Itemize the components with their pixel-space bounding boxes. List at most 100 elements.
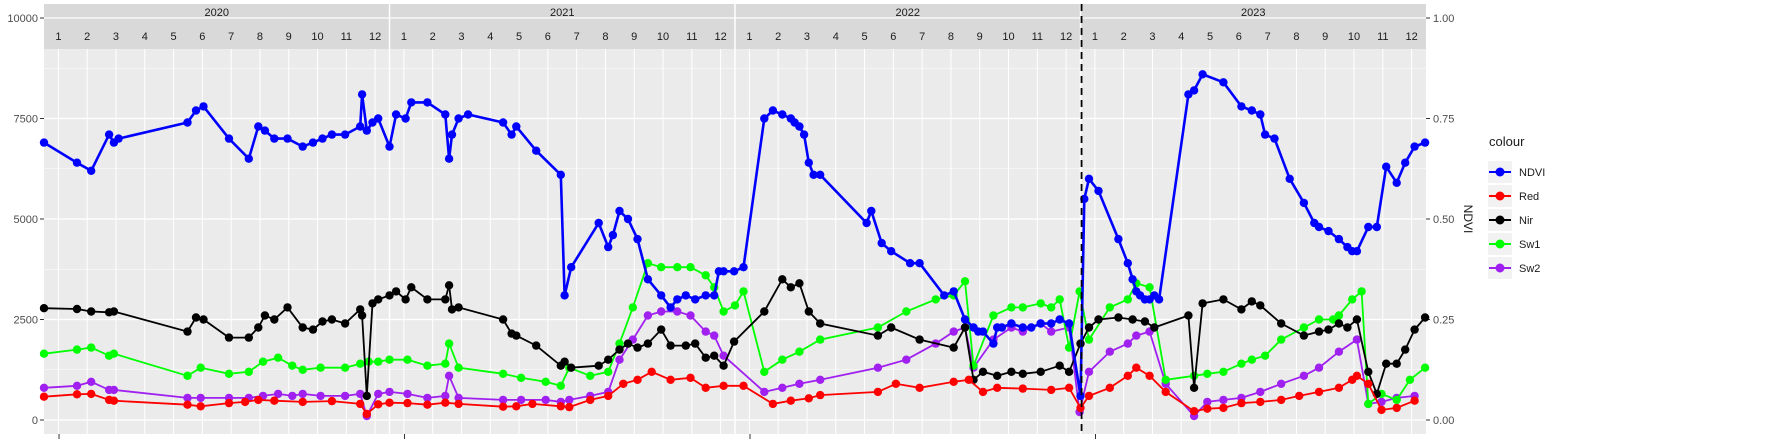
- data-point-nir: [657, 325, 666, 334]
- data-point-ndvi: [1047, 319, 1056, 328]
- data-point-sw2: [87, 377, 96, 386]
- data-point-red: [633, 375, 642, 384]
- data-point-sw1: [873, 323, 883, 332]
- data-point-ndvi: [681, 291, 690, 300]
- data-point-sw1: [374, 357, 383, 366]
- data-point-red: [72, 390, 82, 399]
- data-point-sw1: [778, 355, 787, 364]
- data-point-sw1: [902, 307, 911, 316]
- data-point-sw2: [795, 379, 804, 388]
- data-point-red: [686, 373, 695, 382]
- data-point-ndvi: [560, 291, 569, 300]
- legend-key-point: [1495, 263, 1505, 273]
- data-point-nir: [978, 367, 988, 376]
- data-point-nir: [391, 287, 401, 296]
- month-label: 9: [631, 31, 637, 43]
- data-point-nir: [633, 343, 642, 352]
- data-point-red: [1064, 383, 1074, 392]
- data-point-ndvi: [362, 126, 371, 135]
- data-point-red: [565, 402, 574, 412]
- data-point-red: [1145, 371, 1154, 380]
- data-point-sw1: [730, 301, 740, 310]
- legend-key-point: [1495, 167, 1505, 177]
- data-point-ndvi: [905, 259, 915, 268]
- series-nir: [39, 275, 1430, 401]
- data-point-nir: [1128, 315, 1137, 324]
- data-point-nir: [915, 335, 924, 344]
- data-point-ndvi: [1392, 178, 1401, 187]
- left-axis: 0 2500 5000 7500 10000: [7, 13, 44, 427]
- data-point-ndvi: [1076, 391, 1085, 401]
- data-point-red: [512, 402, 521, 411]
- data-point-nir: [1334, 319, 1344, 328]
- data-point-sw1: [1203, 369, 1212, 378]
- data-point-red: [1047, 385, 1056, 395]
- data-point-ndvi: [357, 90, 367, 99]
- data-point-sw1: [739, 287, 748, 296]
- data-point-ndvi: [87, 166, 96, 175]
- data-point-ndvi: [191, 106, 201, 115]
- data-point-nir: [949, 343, 958, 352]
- data-point-red: [768, 399, 778, 409]
- data-point-ndvi: [1314, 222, 1324, 232]
- data-point-red: [39, 392, 49, 401]
- right-axis-tick-label: 0.00: [1433, 415, 1454, 427]
- data-point-nir: [804, 307, 813, 316]
- data-point-nir: [873, 331, 883, 340]
- data-point-nir: [1237, 305, 1246, 314]
- data-point-ndvi: [507, 130, 516, 139]
- data-point-nir: [1094, 315, 1103, 324]
- data-point-sw1: [224, 369, 234, 378]
- data-point-sw1: [340, 363, 350, 372]
- data-point-ndvi: [729, 267, 739, 276]
- data-point-sw1: [719, 307, 728, 316]
- month-label: 1: [55, 31, 61, 43]
- data-point-ndvi: [1094, 186, 1103, 196]
- data-point-nir: [604, 355, 613, 364]
- data-point-ndvi: [760, 114, 769, 123]
- data-point-ndvi: [423, 98, 432, 107]
- data-point-nir: [567, 363, 576, 372]
- month-label: 4: [142, 31, 148, 43]
- data-point-sw1: [686, 263, 695, 272]
- right-axis-tick-label: 0.50: [1433, 214, 1454, 226]
- data-point-ndvi: [441, 110, 450, 119]
- data-point-sw1: [643, 259, 653, 268]
- data-point-sw1: [989, 311, 998, 320]
- data-point-ndvi: [1237, 102, 1246, 111]
- data-point-red: [240, 397, 250, 407]
- data-point-red: [1392, 403, 1401, 413]
- data-point-sw2: [374, 389, 383, 399]
- month-label: 2: [1121, 31, 1127, 43]
- data-point-nir: [643, 339, 653, 348]
- data-point-sw2: [1299, 371, 1309, 380]
- data-point-ndvi: [1007, 319, 1016, 328]
- data-point-nir: [1150, 323, 1159, 332]
- facet-label: 2020: [205, 7, 229, 19]
- data-point-sw2: [1084, 367, 1094, 376]
- data-point-ndvi: [374, 114, 383, 123]
- data-point-ndvi: [1334, 234, 1344, 244]
- data-point-sw1: [1392, 395, 1401, 405]
- data-point-ndvi: [1123, 259, 1133, 268]
- data-point-nir: [816, 319, 825, 328]
- data-point-ndvi: [1285, 174, 1294, 183]
- data-point-nir: [498, 315, 508, 324]
- data-point-red: [993, 383, 1002, 392]
- data-point-red: [949, 377, 958, 386]
- data-point-sw1: [498, 369, 508, 378]
- data-point-red: [891, 379, 901, 388]
- data-point-red: [786, 396, 795, 405]
- data-point-nir: [719, 361, 728, 370]
- data-point-nir: [594, 361, 603, 370]
- data-point-sw2: [1105, 347, 1115, 356]
- data-point-sw2: [1132, 331, 1141, 340]
- data-point-ndvi: [877, 238, 886, 248]
- legend: colour NDVI Red Nir Sw1 Sw2: [1488, 134, 1545, 279]
- data-point-red: [1219, 403, 1228, 413]
- data-point-nir: [1352, 315, 1362, 324]
- data-point-nir: [1198, 299, 1207, 308]
- data-point-sw2: [710, 331, 719, 340]
